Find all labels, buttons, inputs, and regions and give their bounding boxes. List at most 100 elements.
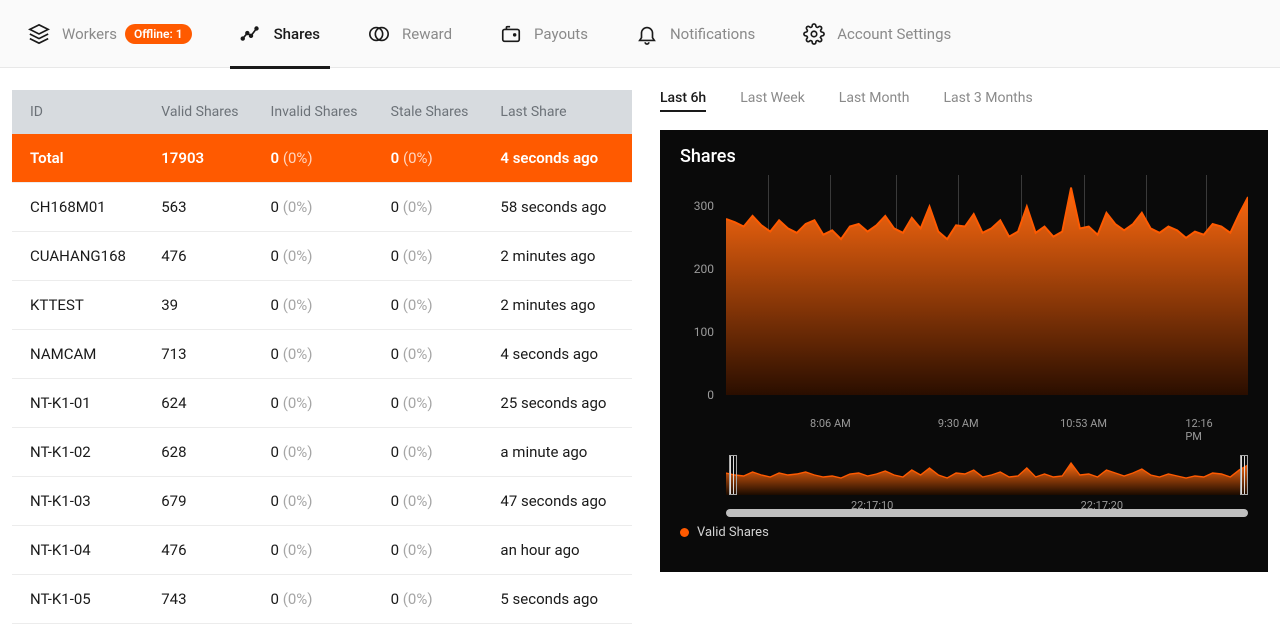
table-row[interactable]: NT-K1-02 628 0 (0%) 0 (0%) a minute ago (12, 428, 632, 477)
table-row[interactable]: NT-K1-01 624 0 (0%) 0 (0%) 25 seconds ag… (12, 379, 632, 428)
cell-stale: 0 (0%) (381, 428, 491, 477)
y-tick: 300 (694, 199, 714, 213)
cell-stale: 0 (0%) (381, 379, 491, 428)
top-nav: Workers Offline: 1 Shares Reward Payouts… (0, 0, 1280, 68)
cell-last: 47 seconds ago (490, 477, 632, 526)
cell-valid: 628 (151, 428, 260, 477)
cell-valid: 624 (151, 379, 260, 428)
nav-workers-label: Workers (62, 25, 117, 43)
col-id[interactable]: ID (12, 90, 151, 134)
chart-title: Shares (680, 146, 1248, 167)
legend-dot-icon (680, 528, 689, 537)
nav-notifications[interactable]: Notifications (636, 0, 755, 68)
cell-id: NT-K1-02 (12, 428, 151, 477)
cell-stale: 0 (0%) (381, 330, 491, 379)
cell-last: 4 seconds ago (490, 330, 632, 379)
cell-id: NT-K1-04 (12, 526, 151, 575)
table-row[interactable]: CUAHANG168 476 0 (0%) 0 (0%) 2 minutes a… (12, 232, 632, 281)
x-tick: 12:16 PM (1185, 417, 1227, 443)
cell-valid: 17903 (151, 134, 260, 183)
nav-workers[interactable]: Workers Offline: 1 (28, 0, 192, 68)
time-filter-0[interactable]: Last 6h (660, 90, 706, 112)
cell-valid: 563 (151, 183, 260, 232)
cell-valid: 713 (151, 330, 260, 379)
table-row[interactable]: KTTEST 39 0 (0%) 0 (0%) 2 minutes ago (12, 281, 632, 330)
cell-invalid: 0 (0%) (261, 330, 381, 379)
cell-stale: 0 (0%) (381, 183, 491, 232)
overview-chart[interactable]: 22:17:1022:17:20 (726, 455, 1248, 513)
nav-reward[interactable]: Reward (368, 0, 452, 68)
plot-area[interactable] (726, 175, 1248, 395)
cell-last: 2 minutes ago (490, 281, 632, 330)
cell-invalid: 0 (0%) (261, 134, 381, 183)
table-row-total[interactable]: Total 17903 0 (0%) 0 (0%) 4 seconds ago (12, 134, 632, 183)
cell-valid: 39 (151, 281, 260, 330)
cell-stale: 0 (0%) (381, 575, 491, 624)
x-tick: 10:53 AM (1060, 417, 1107, 430)
cell-id: NT-K1-03 (12, 477, 151, 526)
cell-invalid: 0 (0%) (261, 281, 381, 330)
cell-last: an hour ago (490, 526, 632, 575)
cell-id: CUAHANG168 (12, 232, 151, 281)
cell-valid: 476 (151, 232, 260, 281)
cell-valid: 743 (151, 575, 260, 624)
cell-stale: 0 (0%) (381, 526, 491, 575)
cell-last: 4 seconds ago (490, 134, 632, 183)
cell-stale: 0 (0%) (381, 281, 491, 330)
bell-icon (636, 23, 658, 45)
cell-invalid: 0 (0%) (261, 477, 381, 526)
nav-settings[interactable]: Account Settings (803, 0, 951, 68)
overview-handle-left[interactable] (729, 455, 737, 495)
table-row[interactable]: NT-K1-05 743 0 (0%) 0 (0%) 5 seconds ago (12, 575, 632, 624)
legend-label: Valid Shares (697, 525, 769, 540)
wallet-icon (500, 23, 522, 45)
cell-last: 25 seconds ago (490, 379, 632, 428)
table-header-row: ID Valid Shares Invalid Shares Stale Sha… (12, 90, 632, 134)
y-axis: 0100200300 (680, 175, 720, 395)
gear-icon (803, 23, 825, 45)
cell-id: NT-K1-01 (12, 379, 151, 428)
time-filter-2[interactable]: Last Month (839, 90, 910, 112)
table-row[interactable]: NT-K1-03 679 0 (0%) 0 (0%) 47 seconds ag… (12, 477, 632, 526)
chart-legend: Valid Shares (680, 525, 1248, 540)
cell-stale: 0 (0%) (381, 477, 491, 526)
time-filters: Last 6h Last Week Last Month Last 3 Months (660, 90, 1268, 112)
col-invalid[interactable]: Invalid Shares (261, 90, 381, 134)
cell-invalid: 0 (0%) (261, 526, 381, 575)
layers-icon (28, 23, 50, 45)
nav-payouts-label: Payouts (534, 25, 588, 43)
nav-shares[interactable]: Shares (240, 0, 320, 68)
y-tick: 100 (694, 325, 714, 339)
nav-payouts[interactable]: Payouts (500, 0, 588, 68)
time-filter-3[interactable]: Last 3 Months (943, 90, 1032, 112)
y-tick: 0 (707, 388, 714, 402)
x-tick: 8:06 AM (810, 417, 851, 430)
table-row[interactable]: NAMCAM 713 0 (0%) 0 (0%) 4 seconds ago (12, 330, 632, 379)
cell-last: 58 seconds ago (490, 183, 632, 232)
col-valid[interactable]: Valid Shares (151, 90, 260, 134)
chart-dots-icon (240, 23, 262, 45)
table-row[interactable]: NT-K1-04 476 0 (0%) 0 (0%) an hour ago (12, 526, 632, 575)
coins-icon (368, 23, 390, 45)
cell-id: CH168M01 (12, 183, 151, 232)
y-tick: 200 (694, 262, 714, 276)
cell-valid: 476 (151, 526, 260, 575)
shares-table: ID Valid Shares Invalid Shares Stale Sha… (12, 90, 632, 624)
col-stale[interactable]: Stale Shares (381, 90, 491, 134)
cell-id: NT-K1-05 (12, 575, 151, 624)
cell-invalid: 0 (0%) (261, 183, 381, 232)
cell-invalid: 0 (0%) (261, 428, 381, 477)
col-last[interactable]: Last Share (490, 90, 632, 134)
overview-handle-right[interactable] (1240, 455, 1248, 495)
cell-id: KTTEST (12, 281, 151, 330)
cell-invalid: 0 (0%) (261, 232, 381, 281)
cell-stale: 0 (0%) (381, 232, 491, 281)
nav-notifications-label: Notifications (670, 25, 755, 43)
cell-last: a minute ago (490, 428, 632, 477)
cell-last: 2 minutes ago (490, 232, 632, 281)
table-row[interactable]: CH168M01 563 0 (0%) 0 (0%) 58 seconds ag… (12, 183, 632, 232)
cell-valid: 679 (151, 477, 260, 526)
offline-badge: Offline: 1 (125, 24, 192, 44)
mini-x-tick: 22:17:10 (851, 499, 893, 512)
time-filter-1[interactable]: Last Week (740, 90, 805, 112)
